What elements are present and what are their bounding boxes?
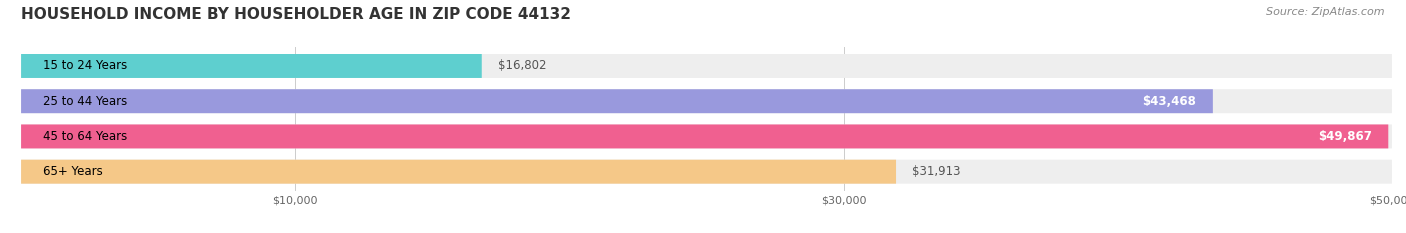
FancyBboxPatch shape [21,54,482,78]
Text: $16,802: $16,802 [498,59,547,72]
FancyBboxPatch shape [21,89,1213,113]
Text: Source: ZipAtlas.com: Source: ZipAtlas.com [1267,7,1385,17]
Text: 25 to 44 Years: 25 to 44 Years [44,95,128,108]
FancyBboxPatch shape [21,54,1392,78]
Text: 15 to 24 Years: 15 to 24 Years [44,59,128,72]
FancyBboxPatch shape [21,124,1388,148]
Text: $31,913: $31,913 [912,165,960,178]
FancyBboxPatch shape [21,124,1392,148]
Text: 45 to 64 Years: 45 to 64 Years [44,130,128,143]
Text: $43,468: $43,468 [1143,95,1197,108]
Text: 65+ Years: 65+ Years [44,165,103,178]
FancyBboxPatch shape [21,160,1392,184]
Text: $49,867: $49,867 [1317,130,1372,143]
FancyBboxPatch shape [21,89,1392,113]
Text: HOUSEHOLD INCOME BY HOUSEHOLDER AGE IN ZIP CODE 44132: HOUSEHOLD INCOME BY HOUSEHOLDER AGE IN Z… [21,7,571,22]
FancyBboxPatch shape [21,160,896,184]
